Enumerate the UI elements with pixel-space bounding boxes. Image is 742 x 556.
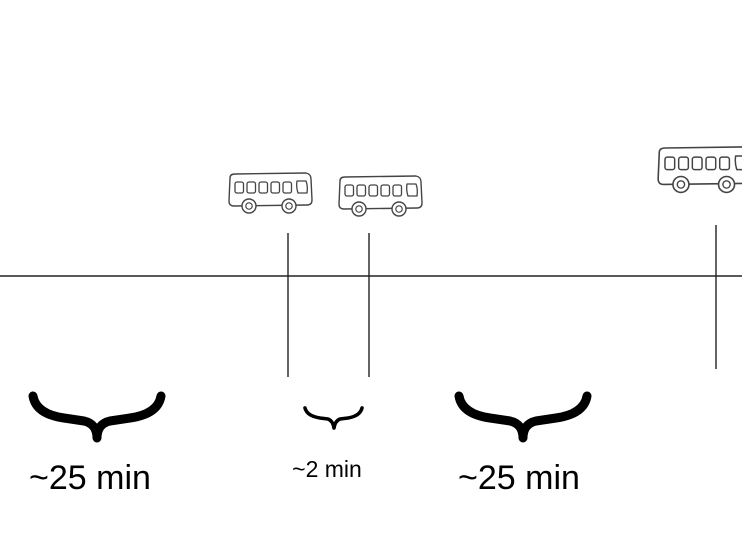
interval-brace [303, 406, 364, 430]
bus-icon [338, 175, 423, 217]
bus-icon [228, 172, 313, 214]
interval-label: ~2 min [292, 456, 362, 482]
interval-label: ~25 min [458, 459, 580, 497]
interval-brace [454, 391, 592, 443]
interval-brace [28, 391, 166, 443]
bus-icon [657, 146, 742, 194]
interval-label: ~25 min [29, 459, 151, 497]
